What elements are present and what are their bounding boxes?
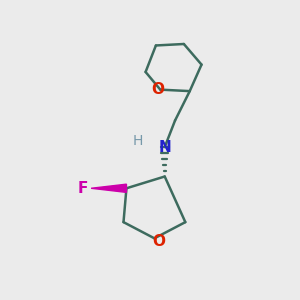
Polygon shape [91,184,126,192]
Text: O: O [151,82,164,97]
Text: O: O [152,234,165,249]
Text: F: F [78,181,88,196]
Text: N: N [158,140,171,154]
Text: H: H [133,134,143,148]
